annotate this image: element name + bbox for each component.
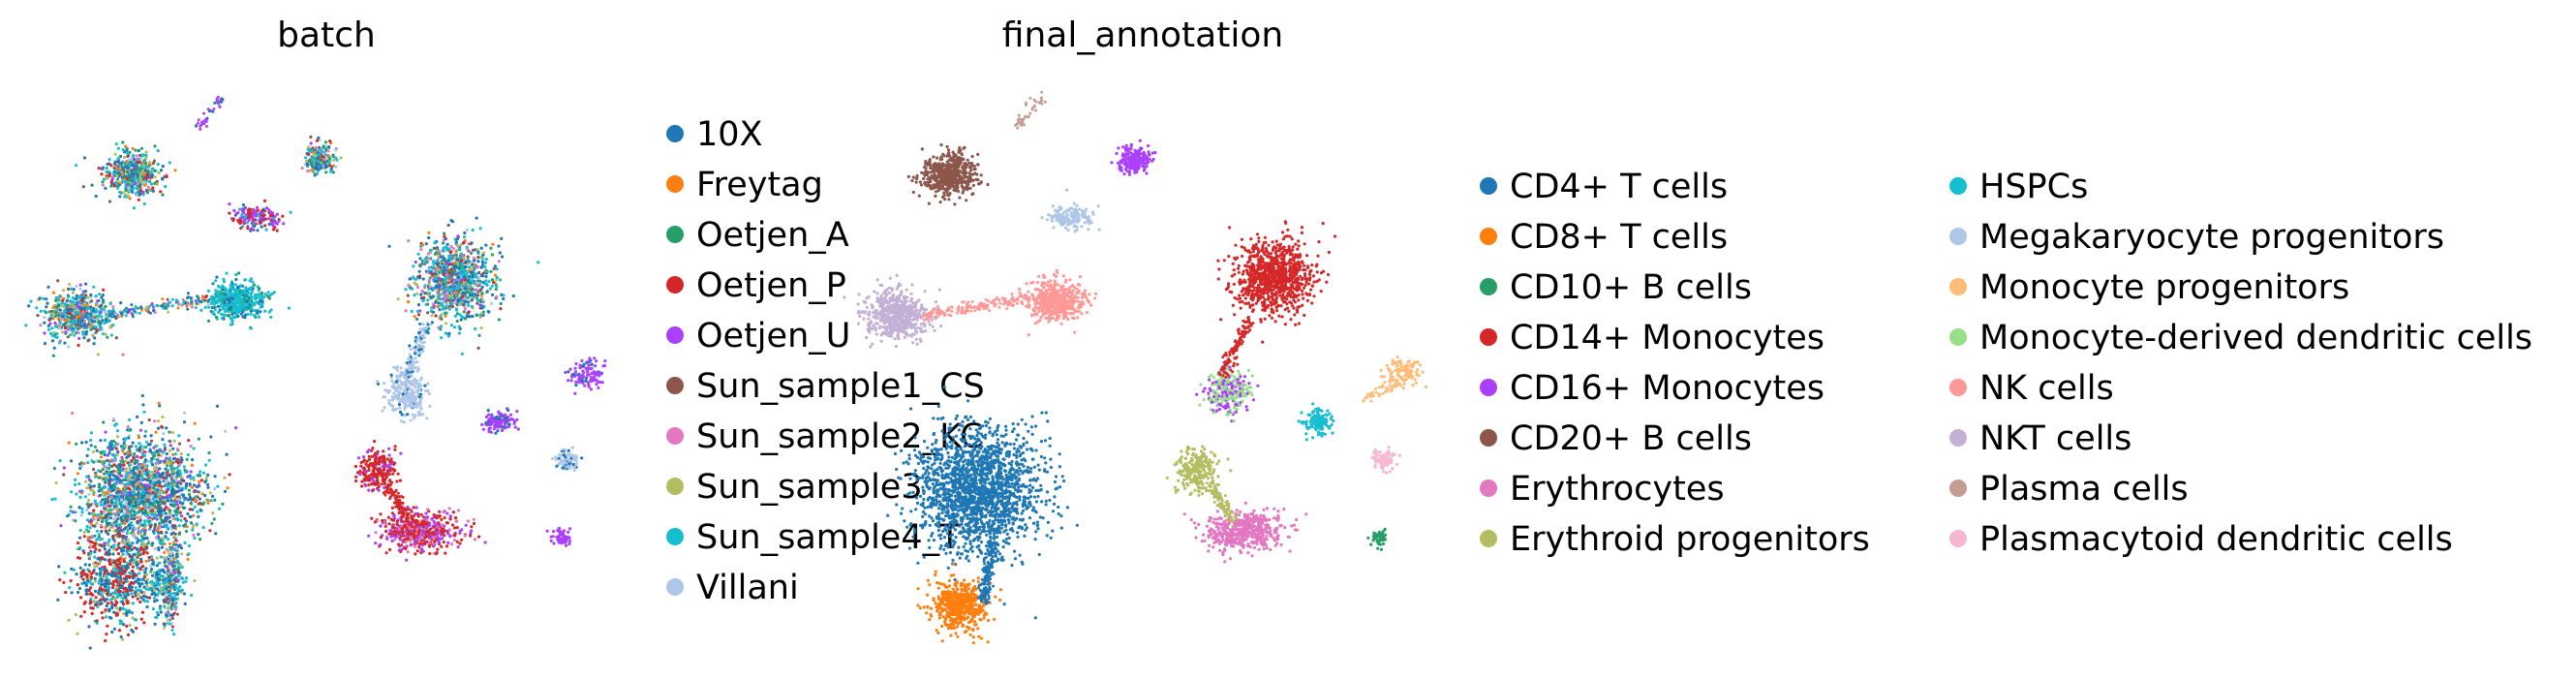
legend-label: Oetjen_A <box>696 216 849 255</box>
batch-plot-title: batch <box>277 15 376 55</box>
legend-item: Oetjen_P <box>666 266 846 305</box>
legend-item: Oetjen_U <box>666 317 850 355</box>
legend-marker <box>666 427 684 445</box>
legend-item: Oetjen_A <box>666 216 849 255</box>
legend-item: 10X <box>666 115 763 154</box>
legend-label: Erythrocytes <box>1510 470 1725 509</box>
legend-marker <box>1480 328 1497 346</box>
legend-item: CD10+ B cells <box>1480 268 1752 307</box>
legend-item: Sun_sample4_T <box>666 518 961 557</box>
legend-marker <box>1480 429 1497 447</box>
legend-item: Sun_sample1_CS <box>666 367 985 406</box>
legend-marker <box>1949 278 1967 295</box>
legend-item: Villani <box>666 569 799 607</box>
legend-label: CD16+ Monocytes <box>1510 369 1825 408</box>
legend-marker <box>666 377 684 394</box>
legend-marker <box>1949 379 1967 396</box>
legend-label: CD14+ Monocytes <box>1510 319 1825 357</box>
legend-label: CD20+ B cells <box>1510 419 1752 458</box>
legend-item: CD8+ T cells <box>1480 218 1728 257</box>
legend-item: Freytag <box>666 166 823 204</box>
annotation-plot-title: final_annotation <box>1002 15 1283 55</box>
legend-label: HSPCs <box>1979 168 2088 206</box>
legend-label: CD8+ T cells <box>1510 218 1728 257</box>
legend-label: NK cells <box>1979 369 2114 408</box>
legend-item: HSPCs <box>1949 168 2088 206</box>
legend-marker <box>666 528 684 545</box>
legend-item: Monocyte-derived dendritic cells <box>1949 319 2532 357</box>
legend-item: Erythroid progenitors <box>1480 520 1870 559</box>
legend-label: Sun_sample3 <box>696 468 923 507</box>
legend-marker <box>1949 177 1967 195</box>
legend-label: Freytag <box>696 166 823 204</box>
legend-marker <box>1949 328 1967 346</box>
legend-item: CD4+ T cells <box>1480 168 1728 206</box>
legend-item: CD16+ Monocytes <box>1480 369 1825 408</box>
legend-marker <box>1949 479 1967 497</box>
legend-label: Sun_sample1_CS <box>696 367 985 406</box>
legend-label: Oetjen_U <box>696 317 850 355</box>
legend-label: Erythroid progenitors <box>1510 520 1870 559</box>
batch-umap-points <box>24 95 607 650</box>
legend-item: NKT cells <box>1949 419 2131 458</box>
legend-item: Erythrocytes <box>1480 470 1725 509</box>
legend-item: Plasma cells <box>1949 470 2189 509</box>
legend-marker <box>666 326 684 344</box>
legend-marker <box>1480 278 1497 295</box>
legend-marker <box>1480 177 1497 195</box>
legend-marker <box>666 226 684 243</box>
legend-item: Monocyte progenitors <box>1949 268 2349 307</box>
legend-label: NKT cells <box>1979 419 2131 458</box>
legend-label: Sun_sample4_T <box>696 518 961 557</box>
legend-label: CD4+ T cells <box>1510 168 1728 206</box>
legend-marker <box>1949 228 1967 245</box>
legend-label: Villani <box>696 569 799 607</box>
legend-item: Sun_sample3 <box>666 468 923 507</box>
legend-marker <box>1949 530 1967 547</box>
batch-legend: 10X Freytag Oetjen_A Oetjen_P Oetjen_U Sun_sa… <box>666 115 985 607</box>
legend-label: Megakaryocyte progenitors <box>1979 218 2444 257</box>
legend-label: Plasma cells <box>1979 470 2189 509</box>
annotation-legend: CD4+ T cells CD8+ T cells CD10+ B cells CD1… <box>1480 168 2532 559</box>
legend-marker <box>1949 429 1967 447</box>
legend-marker <box>666 125 684 142</box>
legend-marker <box>666 175 684 193</box>
legend-label: Monocyte progenitors <box>1979 268 2349 307</box>
legend-marker <box>1480 479 1497 497</box>
legend-marker <box>1480 379 1497 396</box>
legend-marker <box>666 276 684 294</box>
legend-label: Plasmacytoid dendritic cells <box>1979 520 2453 559</box>
legend-item: Plasmacytoid dendritic cells <box>1949 520 2453 559</box>
annotation-umap-points <box>843 90 1428 645</box>
legend-item: CD20+ B cells <box>1480 419 1752 458</box>
legend-item: Megakaryocyte progenitors <box>1949 218 2444 257</box>
legend-label: CD10+ B cells <box>1510 268 1752 307</box>
legend-marker <box>666 478 684 495</box>
legend-marker <box>1480 228 1497 245</box>
legend-marker <box>1480 530 1497 547</box>
legend-label: 10X <box>696 115 763 154</box>
legend-item: CD14+ Monocytes <box>1480 319 1825 357</box>
legend-item: NK cells <box>1949 369 2114 408</box>
legend-label: Oetjen_P <box>696 266 846 305</box>
legend-label: Sun_sample2_KC <box>696 417 984 456</box>
legend-label: Monocyte-derived dendritic cells <box>1979 319 2532 357</box>
legend-marker <box>666 578 684 596</box>
